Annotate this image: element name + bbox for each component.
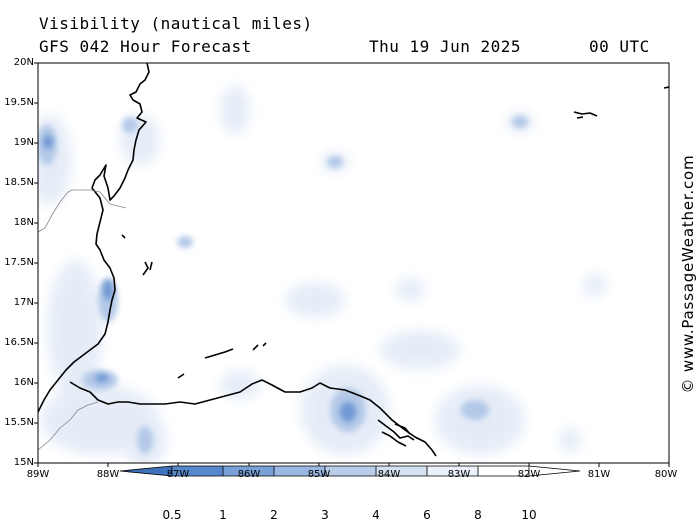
lon-label: 86W (237, 469, 261, 480)
colorbar-label: 6 (423, 508, 431, 522)
credit-watermark: © www.PassageWeather.com (679, 152, 697, 396)
colorbar-seg-8 (529, 466, 580, 476)
colorbar-seg-0 (120, 466, 172, 476)
colorbar-seg-7 (478, 466, 529, 476)
colorbar (119, 465, 581, 477)
lat-label: 15.5N (4, 417, 34, 428)
lat-label: 19.5N (4, 97, 34, 108)
credit-text: © www.PassageWeather.com (679, 154, 697, 394)
visibility-field (38, 85, 607, 463)
lat-label: 16.5N (4, 337, 34, 348)
lat-label: 18N (13, 217, 34, 228)
borders (38, 189, 127, 451)
model-run: GFS 042 Hour Forecast (39, 37, 252, 56)
colorbar-seg-5 (376, 466, 427, 476)
lat-label: 16N (13, 377, 34, 388)
forecast-time: 00 UTC (589, 37, 650, 56)
lon-label: 83W (447, 469, 471, 480)
lon-label: 84W (377, 469, 401, 480)
colorbar-label: 3 (321, 508, 329, 522)
colorbar-label: 0.5 (162, 508, 182, 522)
lat-label: 19N (13, 137, 34, 148)
lat-label: 20N (13, 57, 34, 68)
coastline (38, 63, 669, 457)
lat-label: 17N (13, 297, 34, 308)
colorbar-seg-6 (427, 466, 478, 476)
colorbar-seg-4 (325, 466, 376, 476)
lat-label: 17.5N (4, 257, 34, 268)
colorbar-seg-1 (172, 466, 223, 476)
forecast-date: Thu 19 Jun 2025 (369, 37, 521, 56)
colorbar-label: 4 (372, 508, 380, 522)
colorbar-seg-2 (223, 466, 274, 476)
lon-label: 85W (307, 469, 331, 480)
lon-label: 89W (26, 469, 50, 480)
lon-label: 80W (654, 469, 678, 480)
colorbar-seg-3 (274, 466, 325, 476)
lon-label: 88W (96, 469, 120, 480)
lon-label: 82W (517, 469, 541, 480)
title: Visibility (nautical miles) (39, 14, 313, 33)
colorbar-label: 8 (474, 508, 482, 522)
colorbar-label: 2 (270, 508, 278, 522)
lat-label: 15N (13, 457, 34, 468)
lon-label: 87W (166, 469, 190, 480)
colorbar-label: 1 (219, 508, 227, 522)
lon-label: 81W (587, 469, 611, 480)
lat-label: 18.5N (4, 177, 34, 188)
colorbar-label: 10 (521, 508, 537, 522)
